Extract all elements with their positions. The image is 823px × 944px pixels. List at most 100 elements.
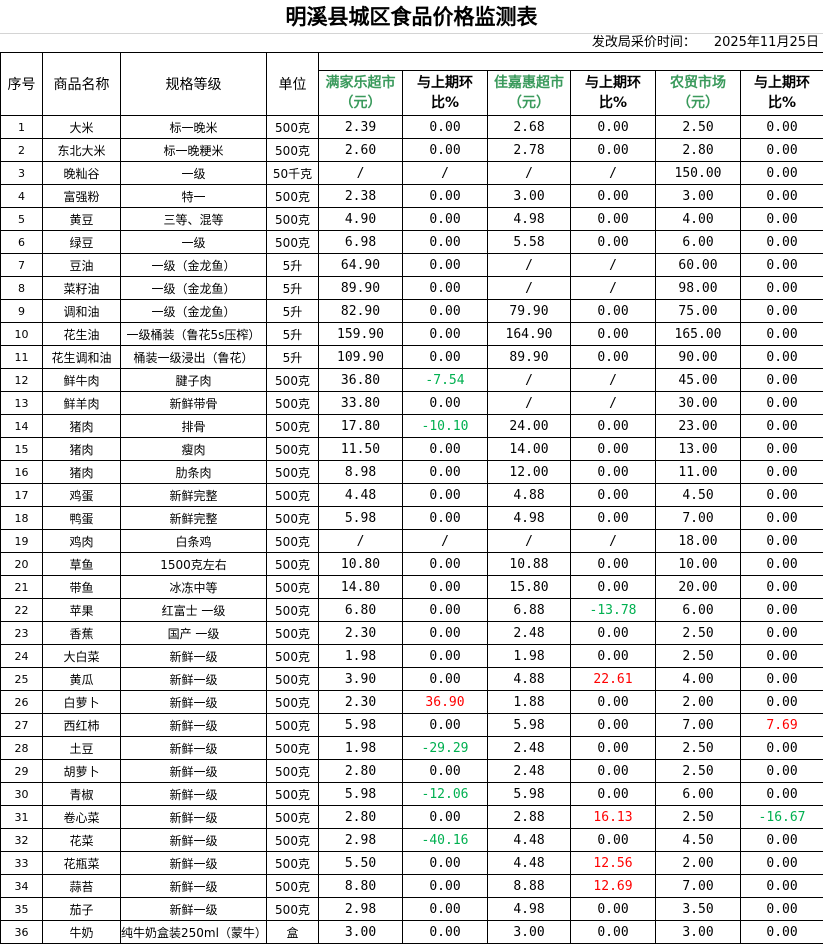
cell-price-manjiale: 5.98: [319, 714, 403, 737]
cell-price-market: 2.80: [656, 139, 741, 162]
cell-price-manjiale: 2.39: [319, 116, 403, 139]
cell-price-jiajiahui: 2.88: [488, 806, 571, 829]
cell-price-market: 10.00: [656, 553, 741, 576]
cell-price-market: 4.50: [656, 829, 741, 852]
survey-date: 发改局采价时间：2025年11月25日: [0, 34, 823, 52]
cell-price-jiajiahui: 4.98: [488, 507, 571, 530]
cell-no: 35: [1, 898, 43, 921]
cell-price-jiajiahui: 24.00: [488, 415, 571, 438]
cell-price-market: 2.50: [656, 737, 741, 760]
cell-price-manjiale: 89.90: [319, 277, 403, 300]
cell-spec: 排骨: [121, 415, 267, 438]
cell-change-jiajiahui: 0.00: [571, 829, 656, 852]
cell-no: 25: [1, 668, 43, 691]
cell-price-jiajiahui: 4.88: [488, 668, 571, 691]
cell-name: 大白菜: [43, 645, 121, 668]
cell-change-jiajiahui: 0.00: [571, 760, 656, 783]
cell-price-manjiale: 2.80: [319, 760, 403, 783]
cell-change-market: 0.00: [741, 116, 823, 139]
cell-no: 31: [1, 806, 43, 829]
cell-change-manjiale: 0.00: [403, 875, 488, 898]
cell-unit: 盒: [267, 921, 319, 944]
cell-price-manjiale: 4.48: [319, 484, 403, 507]
cell-no: 28: [1, 737, 43, 760]
cell-price-market: 18.00: [656, 530, 741, 553]
cell-name: 花瓶菜: [43, 852, 121, 875]
cell-no: 23: [1, 622, 43, 645]
cell-unit: 5升: [267, 277, 319, 300]
cell-change-market: 0.00: [741, 185, 823, 208]
cell-price-manjiale: 4.90: [319, 208, 403, 231]
cell-change-manjiale: 0.00: [403, 139, 488, 162]
cell-change-market: 0.00: [741, 392, 823, 415]
cell-spec: 新鲜完整: [121, 484, 267, 507]
cell-no: 15: [1, 438, 43, 461]
cell-spec: 新鲜一级: [121, 829, 267, 852]
cell-price-manjiale: 2.30: [319, 622, 403, 645]
cell-unit: 500克: [267, 507, 319, 530]
cell-change-manjiale: 0.00: [403, 185, 488, 208]
cell-spec: 标一晚米: [121, 116, 267, 139]
cell-spec: 特一: [121, 185, 267, 208]
cell-change-jiajiahui: 0.00: [571, 415, 656, 438]
cell-change-jiajiahui: 0.00: [571, 507, 656, 530]
cell-price-jiajiahui: /: [488, 254, 571, 277]
cell-price-market: 30.00: [656, 392, 741, 415]
cell-name: 猪肉: [43, 415, 121, 438]
cell-change-jiajiahui: /: [571, 530, 656, 553]
cell-price-market: 3.00: [656, 921, 741, 944]
cell-change-market: 7.69: [741, 714, 823, 737]
cell-change-market: 0.00: [741, 599, 823, 622]
cell-price-manjiale: /: [319, 530, 403, 553]
cell-spec: 新鲜一级: [121, 783, 267, 806]
cell-price-jiajiahui: /: [488, 369, 571, 392]
cell-change-jiajiahui: 0.00: [571, 484, 656, 507]
cell-no: 12: [1, 369, 43, 392]
cell-spec: 新鲜一级: [121, 691, 267, 714]
cell-spec: 标一晚粳米: [121, 139, 267, 162]
cell-change-jiajiahui: 12.69: [571, 875, 656, 898]
cell-change-market: 0.00: [741, 691, 823, 714]
cell-change-jiajiahui: 0.00: [571, 783, 656, 806]
cell-price-market: 7.00: [656, 714, 741, 737]
cell-change-manjiale: 36.90: [403, 691, 488, 714]
cell-name: 富强粉: [43, 185, 121, 208]
cell-price-manjiale: 5.50: [319, 852, 403, 875]
cell-price-market: 6.00: [656, 599, 741, 622]
cell-price-jiajiahui: 4.48: [488, 829, 571, 852]
page-title: 明溪县城区食品价格监测表: [0, 0, 823, 34]
cell-change-jiajiahui: /: [571, 162, 656, 185]
cell-spec: 白条鸡: [121, 530, 267, 553]
header-group-blank: [319, 53, 823, 71]
cell-price-market: 45.00: [656, 369, 741, 392]
cell-price-manjiale: 10.80: [319, 553, 403, 576]
cell-unit: 500克: [267, 484, 319, 507]
cell-change-manjiale: 0.00: [403, 323, 488, 346]
cell-price-manjiale: 5.98: [319, 783, 403, 806]
cell-price-jiajiahui: /: [488, 277, 571, 300]
cell-price-jiajiahui: 14.00: [488, 438, 571, 461]
cell-change-manjiale: 0.00: [403, 484, 488, 507]
cell-price-market: 4.00: [656, 668, 741, 691]
cell-unit: 500克: [267, 185, 319, 208]
cell-no: 27: [1, 714, 43, 737]
cell-change-jiajiahui: 22.61: [571, 668, 656, 691]
header-change: 与上期环比%: [571, 71, 656, 116]
cell-no: 14: [1, 415, 43, 438]
cell-spec: 三等、混等: [121, 208, 267, 231]
cell-name: 苹果: [43, 599, 121, 622]
cell-change-jiajiahui: 0.00: [571, 898, 656, 921]
cell-spec: 桶装一级浸出（鲁花）: [121, 346, 267, 369]
